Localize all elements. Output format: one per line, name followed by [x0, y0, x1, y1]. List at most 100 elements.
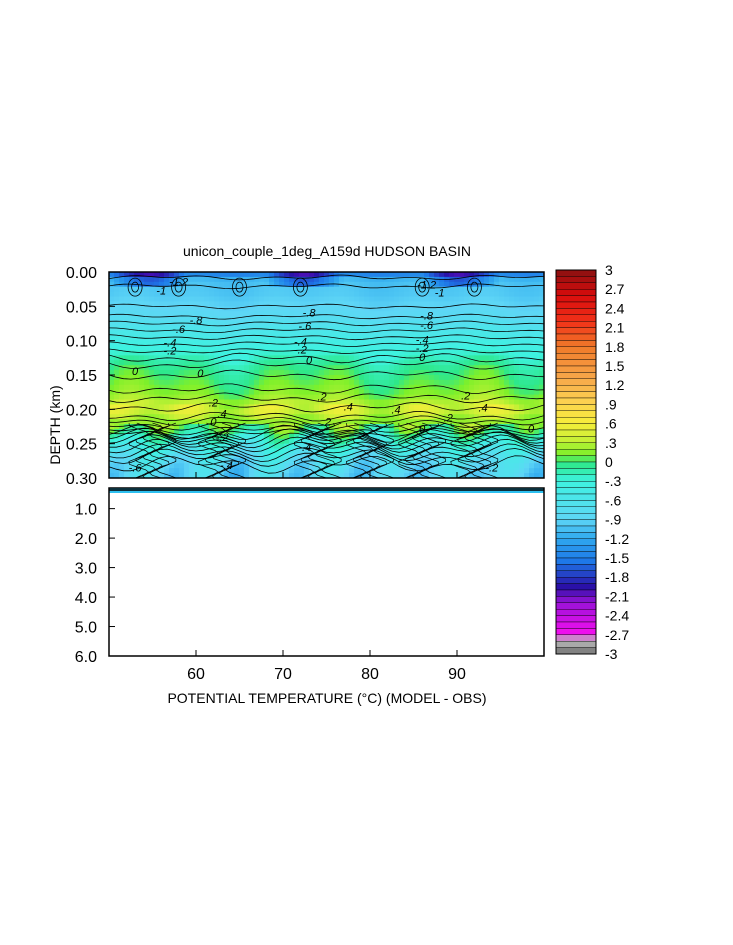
heatmap-cell: [474, 379, 480, 386]
heatmap-cell: [414, 345, 420, 352]
heatmap-cell: [514, 306, 520, 312]
heatmap-cell: [529, 389, 535, 396]
colorbar-label: -2.1: [605, 588, 629, 604]
heatmap-cell: [509, 311, 515, 317]
heatmap-cell: [204, 375, 210, 381]
heatmap-cell: [364, 414, 370, 420]
contour-line: [477, 422, 499, 478]
heatmap-cell: [489, 340, 495, 347]
heatmap-cell: [109, 379, 115, 386]
heatmap-cell: [339, 286, 345, 293]
heatmap-cell: [169, 404, 175, 410]
heatmap-cell: [369, 394, 375, 401]
heatmap-cell: [109, 438, 115, 445]
heatmap-cell: [439, 438, 445, 445]
heatmap-cell: [419, 409, 425, 415]
heatmap-cell: [279, 325, 285, 332]
heatmap-cell: [279, 272, 285, 278]
heatmap-cell: [134, 272, 140, 278]
heatmap-cell: [479, 389, 485, 396]
heatmap-cell: [374, 389, 380, 396]
heatmap-cell: [339, 355, 345, 361]
colorbar-box: [555, 461, 597, 469]
heatmap-cell: [319, 433, 325, 440]
heatmap-cell: [354, 335, 360, 342]
heatmap-cell: [499, 424, 505, 430]
contour-label: -.6: [129, 463, 143, 475]
heatmap-cell: [179, 370, 185, 376]
heatmap-cell: [169, 370, 175, 376]
heatmap-cell: [154, 330, 160, 337]
heatmap-cell: [129, 330, 135, 337]
heatmap-cell: [429, 419, 435, 425]
heatmap-cell: [224, 384, 230, 391]
heatmap-cell: [129, 276, 135, 283]
heatmap-cell: [224, 414, 230, 420]
heatmap-cell: [454, 384, 460, 391]
heatmap-cell: [374, 272, 380, 278]
heatmap-cell: [294, 468, 300, 474]
y-tick-label: 5.0: [75, 620, 97, 637]
heatmap-cell: [364, 379, 370, 386]
heatmap-cell: [404, 360, 410, 366]
heatmap-cell: [509, 321, 515, 327]
heatmap-cell: [149, 463, 155, 469]
heatmap-cell: [509, 443, 515, 450]
contour-line: [109, 424, 544, 436]
heatmap-cell: [194, 473, 200, 478]
heatmap-cell: [249, 443, 255, 450]
heatmap-cell: [494, 286, 500, 293]
heatmap-cell: [209, 384, 215, 391]
heatmap-cell: [524, 306, 530, 312]
heatmap-cell: [249, 276, 255, 283]
heatmap-cell: [279, 463, 285, 469]
heatmap-cell: [459, 276, 465, 283]
heatmap-cell: [529, 375, 535, 381]
heatmap-cell: [249, 458, 255, 464]
heatmap-cell: [419, 316, 425, 322]
heatmap-cell: [374, 340, 380, 347]
heatmap-cell: [129, 340, 135, 347]
heatmap-cell: [329, 306, 335, 312]
contour-label: -.4: [220, 460, 233, 472]
heatmap-cell: [284, 428, 290, 435]
heatmap-cell: [429, 468, 435, 474]
heatmap-cell: [284, 360, 290, 366]
heatmap-cell: [299, 424, 305, 430]
heatmap-cell: [379, 291, 385, 298]
heatmap-cell: [459, 345, 465, 352]
heatmap-cell: [459, 384, 465, 391]
heatmap-cell: [394, 433, 400, 440]
heatmap-cell: [139, 296, 145, 303]
heatmap-cell: [179, 379, 185, 386]
heatmap-cell: [344, 370, 350, 376]
heatmap-cell: [299, 404, 305, 410]
heatmap-cell: [349, 438, 355, 445]
heatmap-cell: [289, 286, 295, 293]
heatmap-cell: [309, 428, 315, 435]
contour-line: [109, 352, 544, 364]
heatmap-cell: [274, 335, 280, 342]
heatmap-cell: [284, 350, 290, 356]
heatmap-cell: [524, 409, 530, 415]
heatmap-cell: [304, 311, 310, 317]
heatmap-cell: [254, 345, 260, 352]
heatmap-cell: [169, 448, 175, 455]
heatmap-cell: [334, 409, 340, 415]
heatmap-cell: [479, 458, 485, 464]
heatmap-cell: [534, 384, 540, 391]
heatmap-cell: [419, 384, 425, 391]
heatmap-cell: [439, 291, 445, 298]
colorbar-label: -1.8: [605, 569, 629, 585]
heatmap-cell: [344, 306, 350, 312]
heatmap-cell: [189, 453, 195, 459]
heatmap-cell: [279, 291, 285, 298]
heatmap-cell: [369, 375, 375, 381]
heatmap-cell: [259, 419, 265, 425]
heatmap-cell: [334, 419, 340, 425]
heatmap-cell: [169, 296, 175, 303]
heatmap-cell: [459, 325, 465, 332]
heatmap-cell: [289, 389, 295, 396]
heatmap-cell: [484, 453, 490, 459]
heatmap-cell: [344, 335, 350, 342]
